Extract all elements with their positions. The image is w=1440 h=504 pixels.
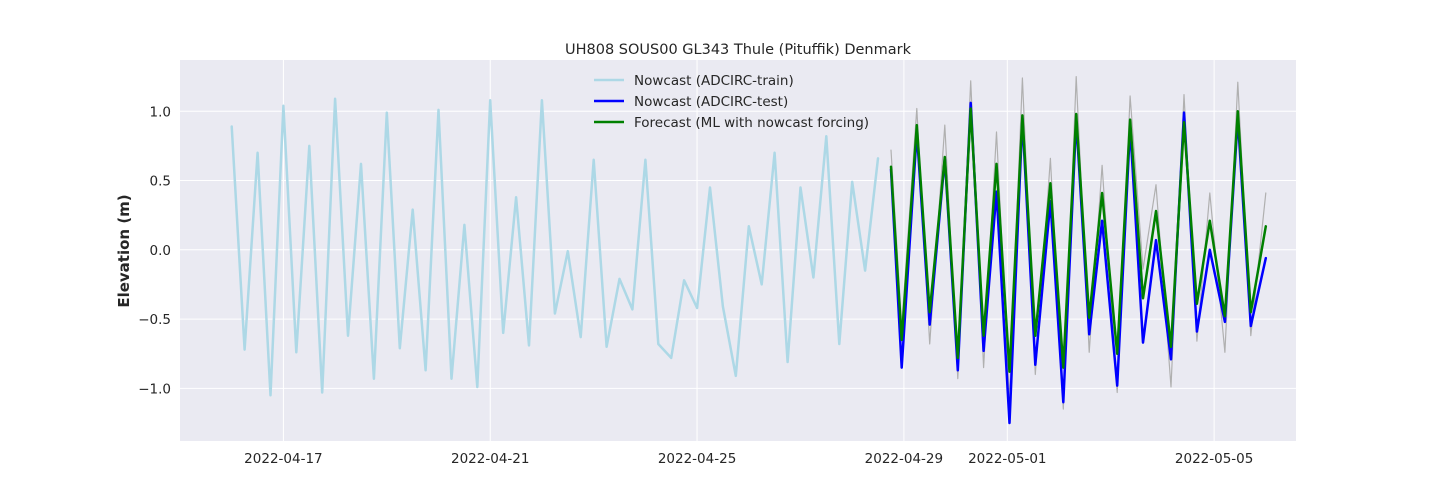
y-tick-label: 1.0 bbox=[150, 104, 171, 120]
y-axis-label: Elevation (m) bbox=[115, 194, 133, 307]
y-tick-label: 0.0 bbox=[150, 243, 171, 259]
y-tick-label: −0.5 bbox=[138, 312, 171, 328]
x-tick-label: 2022-04-17 bbox=[244, 451, 322, 467]
x-tick-label: 2022-04-25 bbox=[658, 451, 736, 467]
legend-label-forecast: Forecast (ML with nowcast forcing) bbox=[634, 115, 869, 131]
series-train-line bbox=[230, 97, 880, 397]
chart-title: UH808 SOUS00 GL343 Thule (Pituffik) Denm… bbox=[565, 42, 912, 58]
x-tick-label: 2022-04-21 bbox=[451, 451, 529, 467]
legend-label-train: Nowcast (ADCIRC-train) bbox=[634, 73, 794, 89]
x-tick-label: 2022-05-05 bbox=[1175, 451, 1253, 467]
legend: Nowcast (ADCIRC-train) Nowcast (ADCIRC-te… bbox=[594, 73, 869, 131]
series-lines bbox=[230, 75, 1268, 425]
y-axis-ticks: −1.0 −0.5 0.0 0.5 1.0 bbox=[138, 104, 171, 397]
x-tick-label: 2022-05-01 bbox=[968, 451, 1046, 467]
y-tick-label: −1.0 bbox=[138, 381, 171, 397]
series-forecast-line bbox=[889, 107, 1268, 373]
x-tick-label: 2022-04-29 bbox=[865, 451, 943, 467]
legend-label-test: Nowcast (ADCIRC-test) bbox=[634, 94, 788, 110]
x-axis-ticks: 2022-04-17 2022-04-21 2022-04-25 2022-04-29… bbox=[244, 451, 1253, 467]
y-tick-label: 0.5 bbox=[150, 174, 171, 190]
